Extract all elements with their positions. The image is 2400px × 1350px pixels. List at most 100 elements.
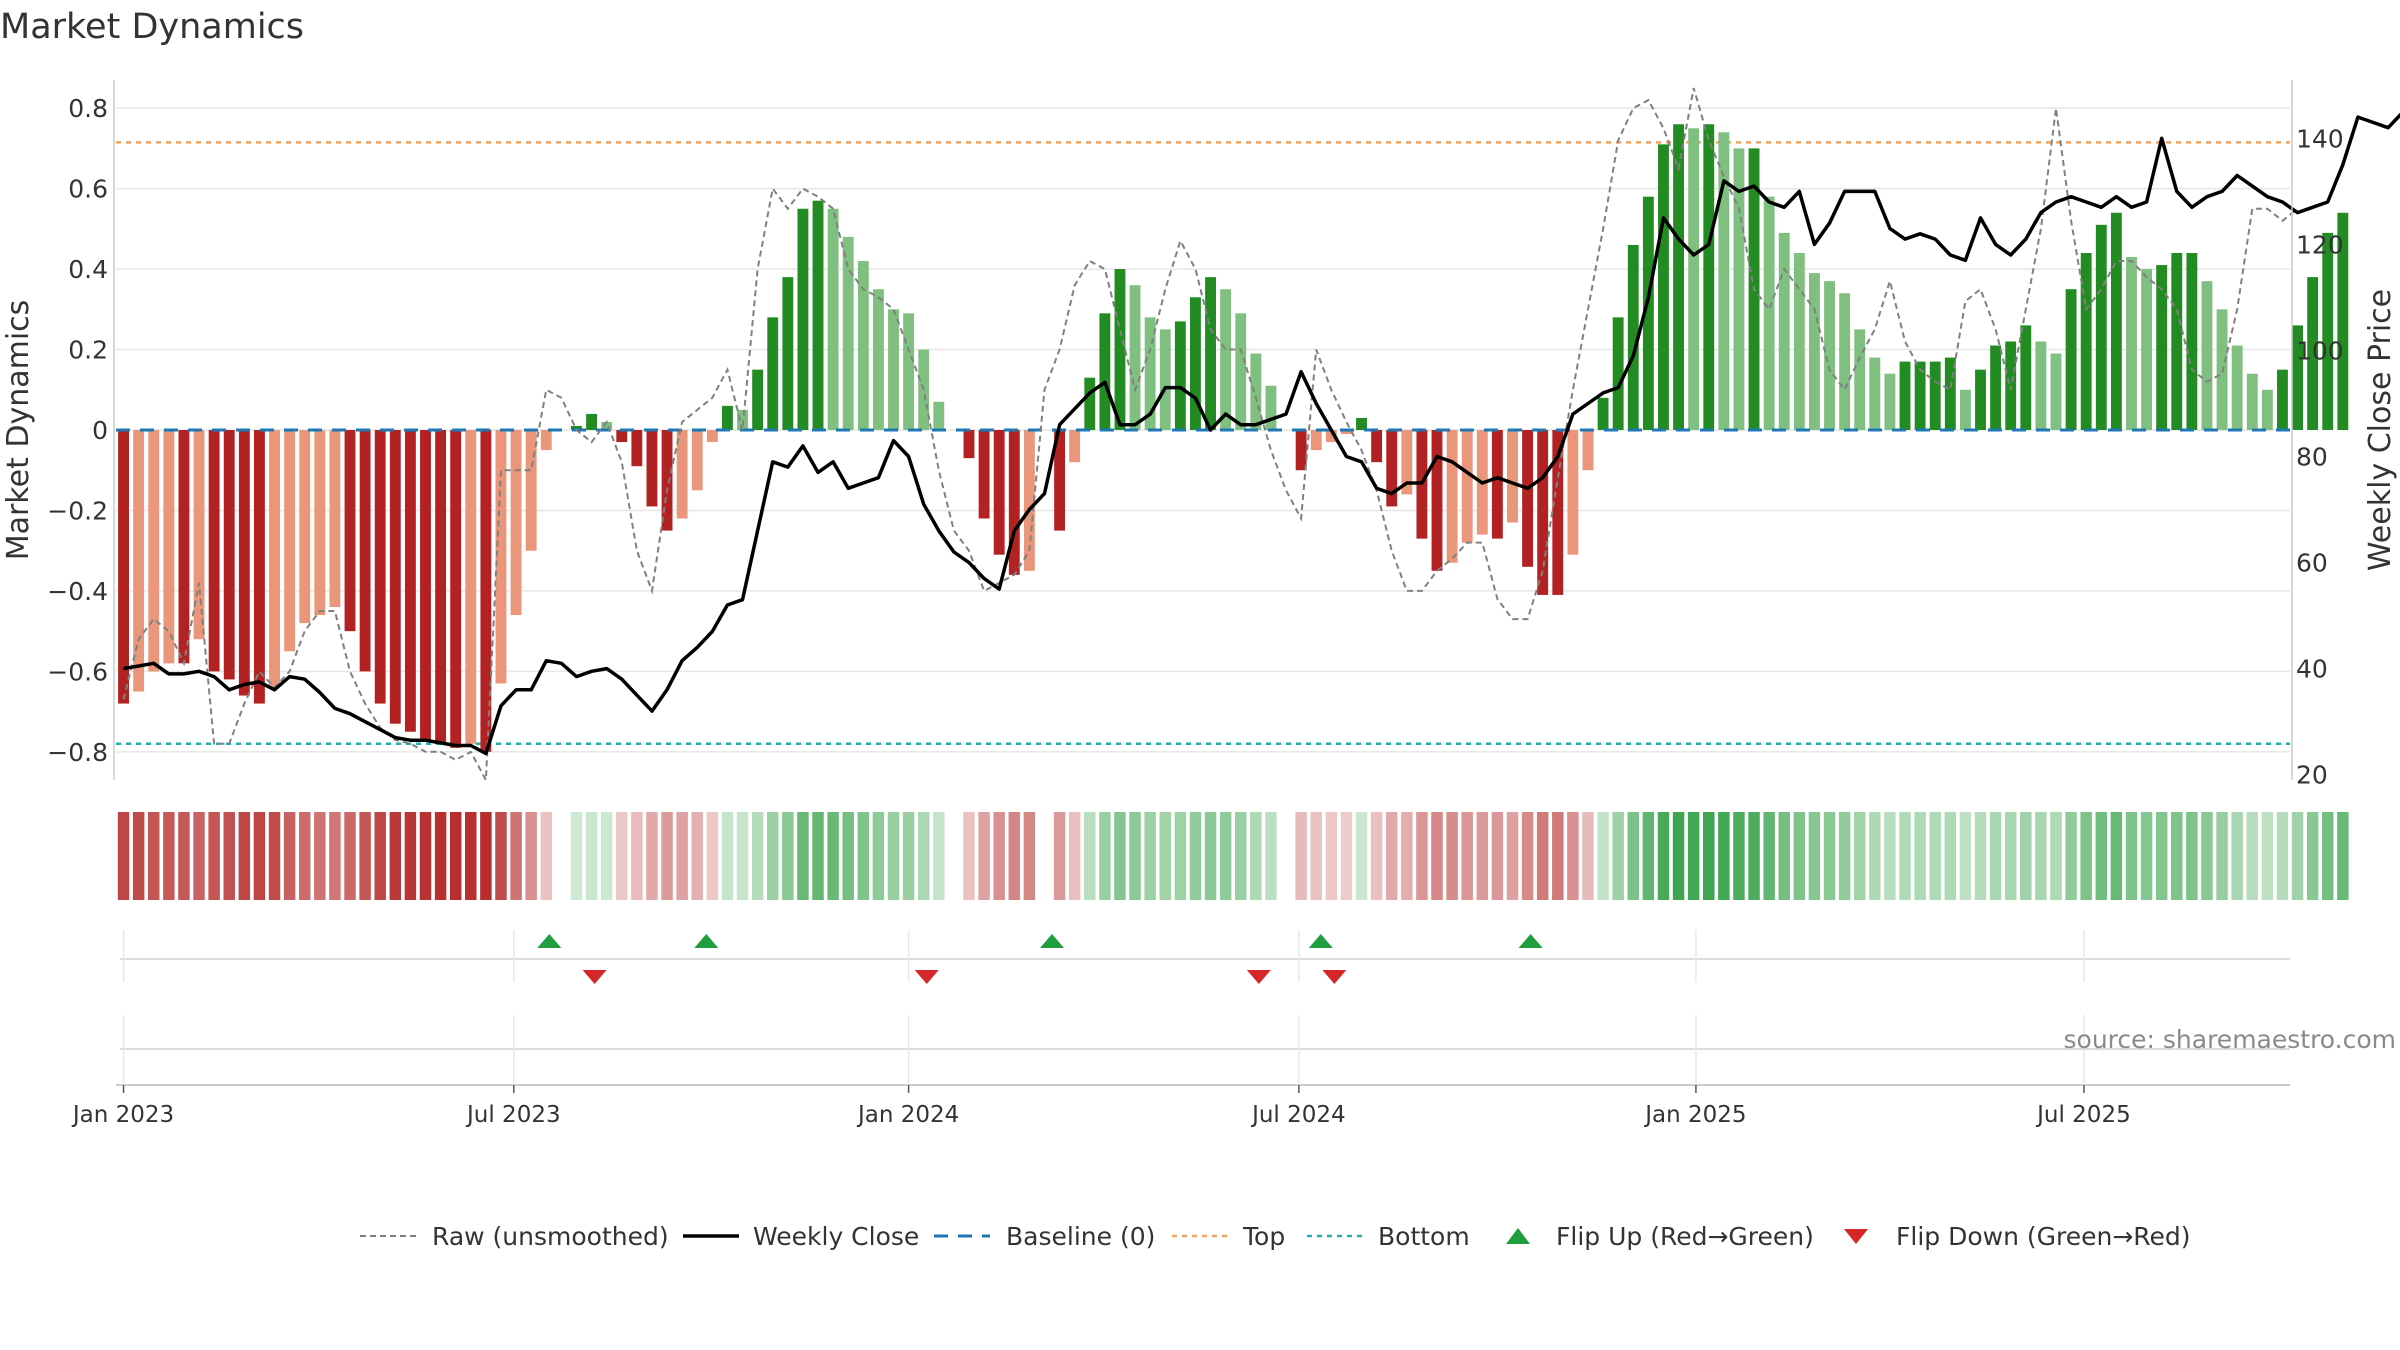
- momentum-bar: [1008, 430, 1020, 575]
- regime-cell: [1627, 812, 1640, 900]
- regime-cell: [1793, 812, 1806, 900]
- legend-flip-down-label: Flip Down (Green→Red): [1896, 1222, 2191, 1251]
- regime-cell: [782, 812, 794, 900]
- legend-flip-down-swatch: [1844, 1229, 1868, 1244]
- regime-cell: [2004, 812, 2017, 900]
- regime-cell: [163, 812, 175, 900]
- momentum-bar: [1431, 430, 1443, 571]
- regime-cell: [148, 812, 160, 900]
- regime-cell: [1250, 812, 1262, 900]
- momentum-bar: [631, 430, 643, 467]
- momentum-bar: [1446, 430, 1458, 563]
- momentum-bar: [2110, 212, 2122, 430]
- momentum-bar: [1552, 430, 1564, 595]
- momentum-bar: [435, 430, 447, 744]
- regime-cell: [1733, 812, 1745, 900]
- regime-cell: [842, 812, 854, 900]
- momentum-bar: [2201, 281, 2213, 430]
- legend-raw-label: Raw (unsmoothed): [432, 1222, 669, 1251]
- regime-cell: [600, 812, 613, 900]
- momentum-bar: [118, 430, 129, 704]
- momentum-bar: [1733, 148, 1745, 430]
- regime-cell: [1748, 812, 1760, 900]
- regime-cell: [2201, 812, 2213, 900]
- momentum-bar: [676, 430, 688, 519]
- regime-cell: [736, 812, 749, 900]
- regime-cell: [2095, 812, 2108, 900]
- regime-cell: [1612, 812, 1624, 900]
- date-axis: Jan 2023 Jul 2023 Jan 2024 Jul 2024 Jan 2025…: [71, 930, 2290, 1128]
- regime-cell: [268, 812, 281, 900]
- flip-up-marker: [1040, 934, 1065, 948]
- y-axis-title: Market Dynamics: [1, 300, 36, 561]
- regime-cell: [1159, 812, 1171, 900]
- regime-cell: [766, 812, 779, 900]
- regime-cell: [1129, 812, 1141, 900]
- momentum-bar: [1793, 252, 1805, 430]
- x-tick-label: Jul 2024: [1250, 1102, 1346, 1128]
- regime-strip: [117, 812, 2349, 900]
- momentum-bar: [1099, 313, 1111, 430]
- legend-baseline-label: Baseline (0): [1006, 1222, 1155, 1251]
- momentum-bar: [404, 430, 416, 732]
- momentum-bar: [208, 430, 220, 672]
- regime-cell: [117, 812, 130, 900]
- regime-cell: [1899, 812, 1911, 900]
- momentum-bar: [2095, 224, 2107, 430]
- regime-cell: [827, 812, 839, 900]
- regime-cell: [887, 812, 900, 900]
- regime-cell: [208, 812, 220, 900]
- momentum-bar: [314, 430, 326, 616]
- momentum-bar: [797, 208, 809, 430]
- momentum-bar: [1401, 430, 1413, 495]
- regime-cell: [1944, 812, 1957, 900]
- regime-cell: [1703, 812, 1715, 900]
- momentum-bar: [450, 430, 462, 748]
- regime-cell: [193, 812, 205, 900]
- regime-cell: [1763, 812, 1775, 900]
- momentum-bar: [344, 430, 356, 632]
- momentum-bar: [1371, 430, 1383, 463]
- momentum-bar: [2156, 265, 2168, 430]
- regime-cell: [691, 812, 703, 900]
- momentum-bar: [1310, 430, 1322, 451]
- regime-cell: [661, 812, 673, 900]
- momentum-bar: [842, 236, 854, 430]
- momentum-bar: [238, 430, 250, 696]
- regime-cell: [1989, 812, 2002, 900]
- momentum-bar: [1265, 385, 1277, 430]
- x-tick-label: Jan 2025: [1643, 1102, 1746, 1128]
- y2-tick-label: 60: [2296, 549, 2328, 578]
- momentum-bar: [1356, 417, 1367, 430]
- regime-cell: [706, 812, 719, 900]
- momentum-bar: [420, 430, 431, 740]
- regime-cell: [1718, 812, 1730, 900]
- regime-cell: [510, 812, 522, 900]
- regime-cell: [525, 812, 537, 900]
- regime-cell: [359, 812, 371, 900]
- y2-tick-label: 100: [2296, 336, 2344, 365]
- momentum-bar: [510, 430, 522, 616]
- regime-cell: [480, 812, 492, 900]
- regime-cell: [2065, 812, 2077, 900]
- flip-down-marker: [582, 970, 607, 984]
- momentum-bar: [1658, 144, 1669, 431]
- momentum-bar: [1839, 293, 1851, 430]
- regime-cell: [751, 812, 764, 900]
- regime-cell: [2035, 812, 2047, 900]
- axes: 0.8 0.6 0.4 0.2 0 −0.2 −0.4 −0.6 −0.8 140 120 100 80…: [1, 80, 2398, 790]
- regime-cell: [178, 812, 190, 900]
- regime-cell: [1642, 812, 1655, 900]
- flip-up-marker: [694, 934, 719, 948]
- flip-up-marker: [1308, 934, 1333, 948]
- regime-cell: [2216, 812, 2228, 900]
- momentum-bar: [827, 208, 839, 430]
- momentum-bar: [812, 200, 824, 430]
- regime-cell: [646, 812, 658, 900]
- momentum-bar: [872, 289, 884, 430]
- momentum-bar: [253, 430, 265, 704]
- momentum-bar: [2277, 369, 2288, 430]
- momentum-bar: [616, 430, 628, 443]
- regime-cell: [1884, 812, 1896, 900]
- y2-tick-label: 140: [2296, 124, 2344, 153]
